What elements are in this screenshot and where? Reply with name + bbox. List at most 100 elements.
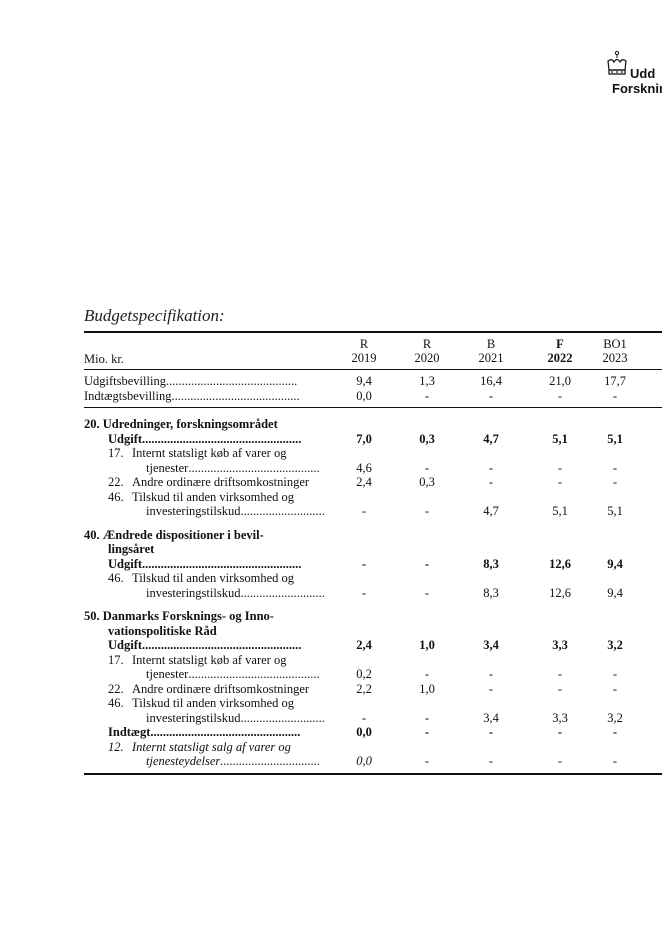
row-label-text: Udgift [108,556,143,571]
dot-leader: ........................... [240,504,325,518]
row-label-text: tjenesteydelser [146,754,221,768]
table-cell: - [361,710,367,725]
row-label: tjenester ..............................… [84,667,320,682]
logo-text-line2: Forsknin [612,81,662,96]
table-cell: 0,0 [356,725,372,739]
header-rule [84,369,662,370]
table-row: tjenesteydelser ........................… [84,754,662,769]
section-heading-row: vationspolitiske Råd [84,624,662,639]
section-heading-row: 50. Danmarks Forsknings- og Inno- [84,609,662,624]
column-header: BO1 2023 [593,337,637,365]
column-header-year: 2020 [414,351,440,365]
table-row: 46. Tilskud til anden virksomhed og [84,490,662,505]
table-cell: - [488,681,494,696]
section-heading-row: lingsåret [84,542,662,557]
table-cell: 4,7 [483,504,499,518]
dot-leader: ........................... [240,585,325,600]
table-row: 17. Internt statsligt køb af varer og [84,653,662,668]
row-label: 17. Internt statsligt køb af varer og [84,653,286,668]
table-cell: - [361,556,367,571]
dot-leader: ........................................… [165,374,298,388]
row-label-text: Udgiftsbevilling [84,374,166,388]
row-label-text: Andre ordinære driftsomkostninger [132,681,310,696]
table-cell: 4,6 [356,460,372,475]
table-cell: 2,2 [356,681,372,696]
table-cell: - [424,504,430,518]
table-row: 46. Tilskud til anden virksomhed og [84,571,662,586]
table-cell: 5,1 [552,431,568,446]
row-label-text: Tilskud til anden virksomhed og [132,571,295,585]
table-cell: - [612,388,618,403]
table-bottom-rule [84,772,662,775]
table-row: Indtægt ................................… [84,725,662,740]
row-label: tjenester ..............................… [84,461,320,476]
logo-text-line1: Udd [630,66,656,81]
table-cell: - [557,460,563,475]
table-cell: - [424,556,430,571]
table-cell: 12,6 [549,556,571,571]
column-header-year: 2019 [351,351,377,365]
account-number: 17. [108,652,124,667]
row-label-text: Tilskud til anden virksomhed og [132,696,295,710]
table-row: 22. Andre ordinære driftsomkostninger 2,4 0… [84,475,662,490]
row-label-text: investeringstilskud [146,585,241,600]
row-label-text: Udgift [108,638,143,652]
table-row: 12. Internt statsligt salg af varer og [84,740,662,755]
account-number: 46. [108,489,124,504]
table-row: Udgift .................................… [84,432,662,447]
section-heading: 20. Udredninger, forskningsområdet [84,417,278,431]
row-label: 46. Tilskud til anden virksomhed og [84,490,294,505]
column-header: R 2019 [342,337,386,365]
table-cell: 1,0 [419,681,435,696]
section-heading-row: 20. Udredninger, forskningsområdet [84,417,662,432]
table-cell: - [488,667,494,681]
dot-leader: ........................... [240,710,325,725]
table-cell: - [612,725,618,739]
column-header-type: F [556,337,564,351]
table-cell: 8,3 [483,556,499,571]
table-cell: 12,6 [549,585,571,600]
column-header-type: B [486,337,496,351]
account-number: 12. [108,739,124,754]
row-label-text: tjenester [146,460,189,475]
dot-leader: ........................................… [142,431,302,446]
table-cell: - [557,388,563,403]
row-label: 12. Internt statsligt salg af varer og [84,740,291,755]
row-label-text: Andre ordinære driftsomkostninger [132,475,310,489]
column-header-type: R [359,337,369,351]
table-cell: - [361,585,367,600]
table-header: Mio. kr. R 2019 R 2020 B 2021 F 2022 BO1 2023 [84,333,662,369]
row-label: Indtægt ................................… [84,725,300,740]
table-cell: - [488,754,494,768]
table-row: Indtægtsbevilling ......................… [84,389,662,404]
row-label: 22. Andre ordinære driftsomkostninger [84,475,309,490]
table-cell: 0,2 [356,667,372,681]
table-row: Udgift .................................… [84,557,662,572]
table-cell: 16,4 [480,374,502,388]
table-row: Udgiftsbevilling .......................… [84,374,662,389]
column-header: B 2021 [469,337,513,365]
table-cell: 3,3 [552,638,568,652]
table-cell: - [557,475,563,489]
table-cell: 2,4 [356,638,372,652]
table-cell: 5,1 [552,504,568,518]
table-cell: 0,0 [356,388,372,403]
table-cell: 21,0 [549,374,571,388]
row-label-text: Udgift [108,431,143,446]
account-number: 46. [108,571,124,585]
row-label: Udgift .................................… [84,638,301,653]
table-cell: 0,3 [419,475,435,489]
table-cell: - [361,504,367,518]
section-heading-row: 40. Ændrede dispositioner i bevil- [84,528,662,543]
table-row: 46. Tilskud til anden virksomhed og [84,696,662,711]
table-cell: - [612,460,618,475]
table-cell: - [612,475,618,489]
table-top-rule [84,331,662,333]
table-cell: 9,4 [607,585,623,600]
table-cell: 3,3 [552,710,568,725]
table-cell: 3,2 [607,710,623,725]
column-header-type: R [422,337,432,351]
ministry-logo: Udd Forsknin [606,50,662,96]
row-label-text: investeringstilskud [146,504,241,518]
dot-leader: ........................................… [142,556,302,571]
